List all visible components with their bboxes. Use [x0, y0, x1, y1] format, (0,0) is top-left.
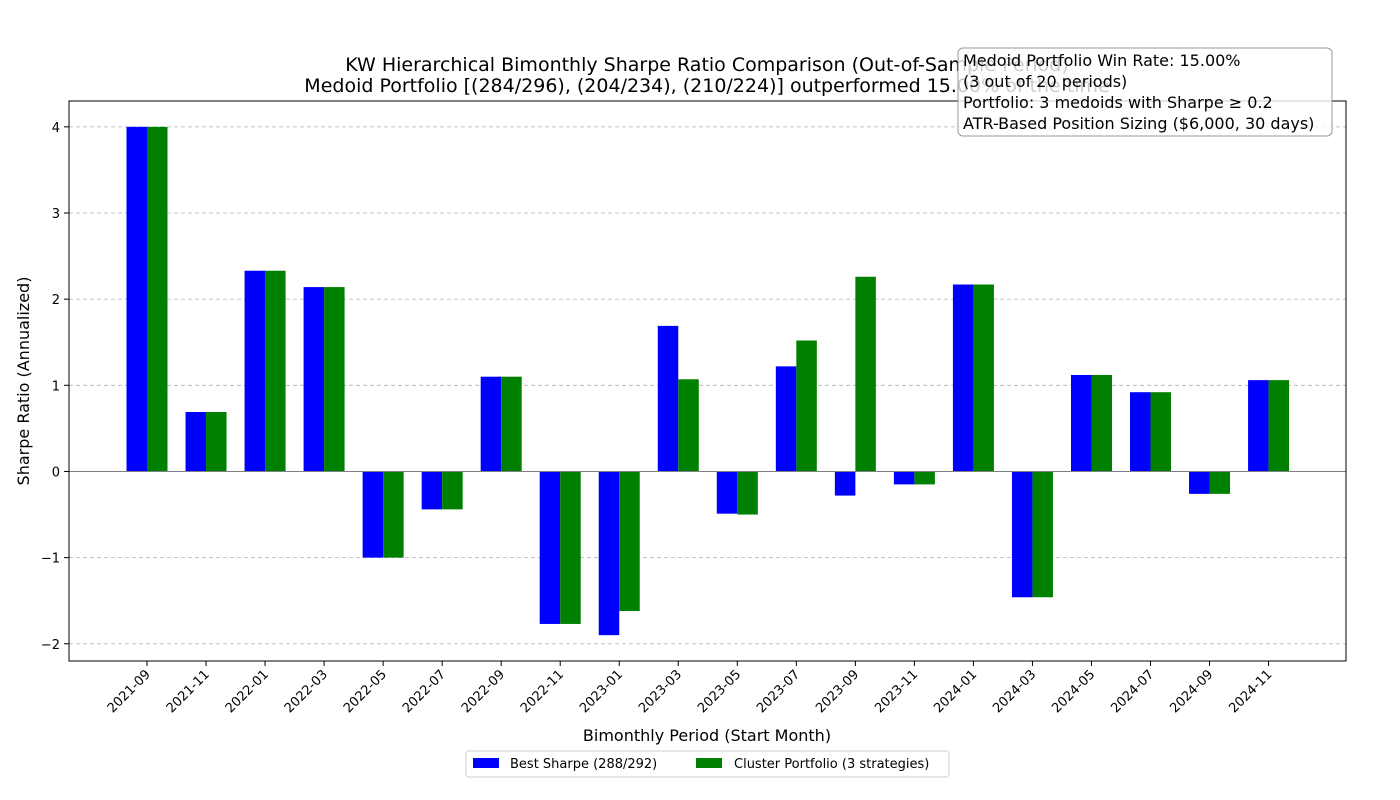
bar-best-sharpe-2023-09	[834, 471, 856, 496]
x-tick-label: 2023-07	[754, 667, 803, 716]
bar-best-sharpe-2023-03	[657, 325, 679, 472]
x-tick-label: 2023-11	[872, 667, 921, 716]
bar-cluster-portfolio-2022-01	[265, 270, 286, 472]
bar-cluster-portfolio-2022-11	[560, 471, 581, 624]
chart-subtitle: Medoid Portfolio [(284/296), (204/234), …	[304, 75, 1109, 97]
x-tick-label: 2024-09	[1167, 667, 1216, 716]
bar-cluster-portfolio-2023-07	[796, 340, 817, 472]
chart-title: KW Hierarchical Bimonthly Sharpe Ratio C…	[345, 54, 1069, 76]
bar-cluster-portfolio-2024-01	[973, 284, 994, 472]
legend-label-cluster-portfolio: Cluster Portfolio (3 strategies)	[734, 757, 929, 772]
y-axis-ticks: 4 3 2 1 0 −1 −2	[41, 121, 69, 653]
plot-frame	[68, 100, 1347, 662]
x-tick-label: 2022-11	[518, 667, 567, 716]
bar-best-sharpe-2023-07	[775, 366, 797, 472]
bar-best-sharpe-2021-09	[126, 126, 147, 472]
x-tick-label: 2024-07	[1108, 667, 1157, 716]
bar-best-sharpe-2024-09	[1189, 471, 1210, 494]
bar-cluster-portfolio-2023-05	[737, 471, 758, 515]
bar-cluster-portfolio-2024-11	[1268, 380, 1290, 472]
bar-cluster-portfolio-2021-09	[147, 126, 168, 472]
bar-cluster-portfolio-2022-05	[383, 471, 404, 558]
bar-cluster-portfolio-2023-01	[619, 471, 640, 612]
legend-swatch-best-sharpe	[473, 758, 499, 768]
bar-cluster-portfolio-2023-09	[855, 276, 876, 472]
bar-best-sharpe-2022-11	[539, 471, 561, 624]
y-tick-label: −1	[41, 552, 60, 567]
bar-best-sharpe-2024-07	[1130, 392, 1151, 472]
y-tick-label: 1	[52, 379, 60, 394]
bar-cluster-portfolio-2022-09	[501, 376, 522, 472]
bars	[126, 126, 1290, 636]
bar-best-sharpe-2022-01	[244, 270, 266, 472]
x-tick-label: 2023-09	[813, 667, 862, 716]
annotation-frame	[957, 47, 1333, 137]
x-tick-label: 2021-09	[105, 667, 154, 716]
y-tick-label: −2	[41, 638, 60, 653]
x-tick-label: 2022-09	[459, 667, 508, 716]
legend: Best Sharpe (288/292) Cluster Portfolio …	[465, 750, 950, 778]
bar-cluster-portfolio-2024-03	[1032, 471, 1053, 598]
annotation-line-win-rate: Medoid Portfolio Win Rate: 15.00%	[963, 51, 1241, 70]
x-tick-label: 2023-03	[636, 667, 685, 716]
x-tick-label: 2024-11	[1226, 667, 1275, 716]
annotation-line-sizing: ATR-Based Position Sizing ($6,000, 30 da…	[963, 114, 1314, 133]
x-axis-ticks: 2021-09 2021-11 2022-01 2022-03 2022-05 2022-…	[105, 661, 1275, 716]
bar-best-sharpe-2024-05	[1070, 374, 1092, 472]
bar-best-sharpe-2024-03	[1011, 471, 1033, 598]
annotation-box: Medoid Portfolio Win Rate: 15.00% (3 out…	[957, 47, 1333, 137]
x-tick-label: 2024-05	[1049, 667, 1098, 716]
x-tick-label: 2021-11	[164, 667, 213, 716]
bar-cluster-portfolio-2022-03	[324, 287, 345, 472]
bar-best-sharpe-2021-11	[185, 412, 207, 472]
legend-label-best-sharpe: Best Sharpe (288/292)	[510, 757, 657, 772]
bar-cluster-portfolio-2024-05	[1091, 374, 1112, 472]
y-tick-label: 4	[52, 121, 60, 136]
bar-best-sharpe-2023-01	[598, 471, 620, 636]
bar-best-sharpe-2023-05	[716, 471, 738, 514]
x-tick-label: 2024-01	[931, 667, 980, 716]
bar-best-sharpe-2022-07	[421, 471, 443, 510]
y-tick-label: 0	[52, 465, 60, 480]
bar-best-sharpe-2024-11	[1248, 380, 1269, 472]
y-axis-label: Sharpe Ratio (Annualized)	[14, 277, 33, 486]
y-tick-label: 3	[52, 207, 60, 222]
bar-best-sharpe-2022-05	[362, 471, 384, 558]
bar-cluster-portfolio-2023-11	[914, 471, 935, 485]
bar-cluster-portfolio-2022-07	[442, 471, 463, 510]
annotation-line-portfolio: Portfolio: 3 medoids with Sharpe ≥ 0.2	[963, 93, 1273, 112]
x-tick-label: 2022-07	[400, 667, 449, 716]
bar-cluster-portfolio-2024-09	[1209, 471, 1231, 494]
annotation-line-periods: (3 out of 20 periods)	[963, 72, 1127, 91]
legend-swatch-cluster-portfolio	[696, 758, 722, 768]
x-tick-label: 2022-03	[282, 667, 331, 716]
bar-best-sharpe-2022-09	[480, 376, 502, 472]
x-tick-label: 2024-03	[990, 667, 1039, 716]
bar-best-sharpe-2024-01	[952, 284, 974, 472]
bar-cluster-portfolio-2023-03	[678, 379, 699, 472]
x-axis-label: Bimonthly Period (Start Month)	[583, 726, 831, 745]
bar-cluster-portfolio-2021-11	[206, 412, 227, 472]
x-tick-label: 2022-05	[341, 667, 390, 716]
x-tick-label: 2022-01	[223, 667, 272, 716]
y-tick-label: 2	[52, 293, 60, 308]
x-tick-label: 2023-05	[695, 667, 744, 716]
x-tick-label: 2023-01	[577, 667, 626, 716]
bar-cluster-portfolio-2024-07	[1150, 392, 1172, 472]
bar-best-sharpe-2023-11	[893, 471, 915, 485]
bar-best-sharpe-2022-03	[303, 287, 325, 472]
